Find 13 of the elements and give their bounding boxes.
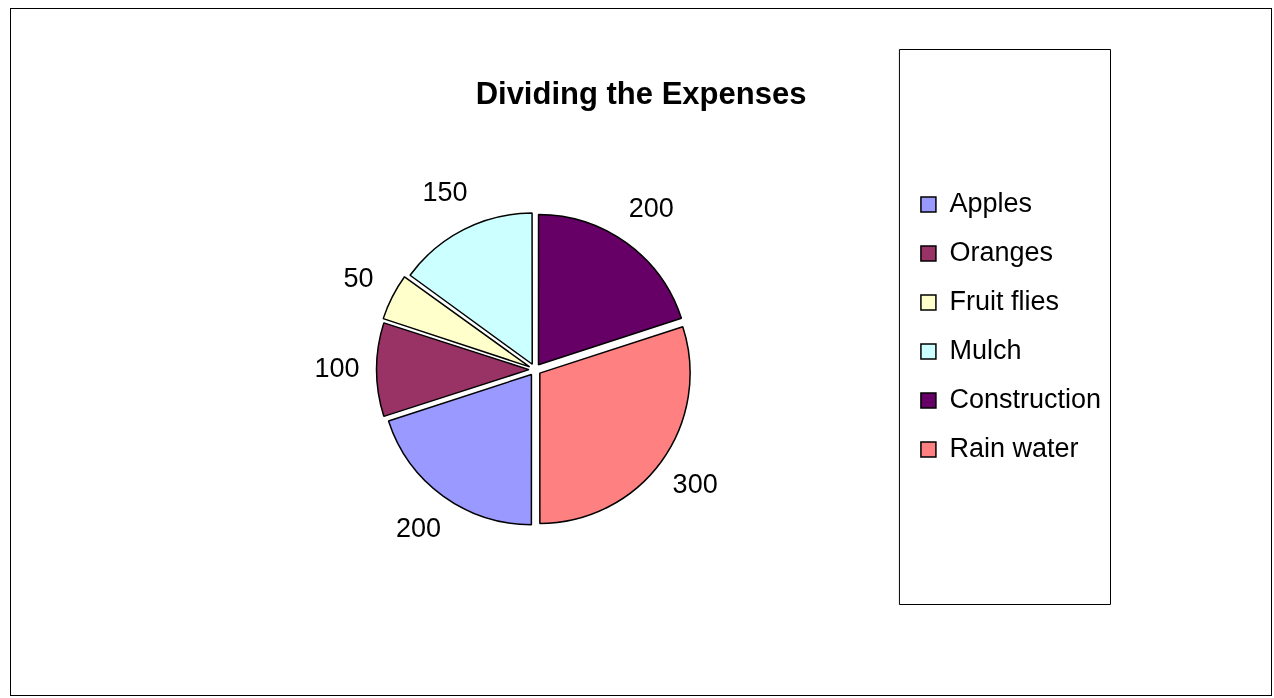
data-label: 150	[422, 176, 468, 207]
text: Dividing the Expenses	[475, 76, 807, 112]
legend-label: Construction	[949, 383, 1102, 414]
legend-label: Oranges	[949, 236, 1053, 267]
legend-label: Rain water	[949, 432, 1079, 463]
legend-label: Mulch	[949, 334, 1022, 365]
data-label: 300	[672, 469, 718, 500]
data-label: 100	[314, 353, 360, 384]
data-label: 200	[628, 192, 674, 223]
data-label: 200	[396, 513, 442, 544]
legend-label: Apples	[949, 187, 1032, 218]
legend-label: Fruit flies	[949, 285, 1059, 316]
data-label: 50	[343, 263, 374, 294]
